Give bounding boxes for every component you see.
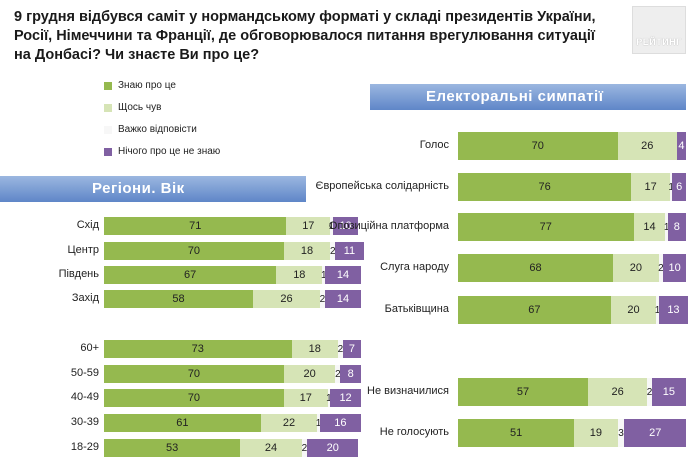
logo-text: РЕЙТИНГ (636, 37, 682, 47)
regions-age-title-banner: Регіони. Вік (0, 176, 306, 202)
bar-segment: 4 (676, 132, 686, 160)
bar-segment: 70 (104, 242, 284, 260)
bar-segment: 2 (302, 439, 307, 457)
bar-segment: 6 (672, 173, 686, 201)
category-label: Опозиційна платформа (328, 220, 449, 232)
bar-segment: 16 (319, 414, 361, 432)
bar-segment: 1 (655, 296, 660, 324)
category-label: 18-29 (70, 441, 99, 453)
bar-segment: 70 (104, 389, 284, 407)
bar-segment: 26 (587, 378, 648, 406)
category-label: Не визначилися (367, 385, 449, 397)
bar-segment: 19 (574, 419, 618, 447)
category-label: 60+ (80, 342, 99, 354)
category-label: 40-49 (70, 391, 99, 403)
bar-segment: 61 (104, 414, 261, 432)
legend-swatch (104, 82, 112, 90)
bar-segment: 18 (291, 340, 338, 358)
bar-segment: 13 (658, 296, 689, 324)
bar-segment: 67 (104, 266, 277, 284)
electoral-title-banner: Електоральні симпатії (370, 84, 686, 110)
bar-segment: 1 (316, 414, 321, 432)
legend-label: Знаю про це (118, 80, 176, 91)
bar-segment: 1 (329, 217, 334, 235)
bar-segment: 1 (668, 173, 674, 201)
bar-segment: 11 (335, 242, 364, 260)
legend-item: Знаю про це (104, 78, 324, 94)
bar-segment: 14 (325, 266, 361, 284)
bar-segment: 17 (631, 173, 671, 201)
bar-segment: 10 (332, 217, 359, 235)
legend-item: Нічого про це не знаю (104, 144, 324, 160)
bar-segment: 68 (458, 254, 614, 282)
bar-segment: 8 (667, 213, 686, 241)
bar-segment: 27 (624, 419, 686, 447)
category-label: Південь (58, 268, 99, 280)
bar-segment: 26 (617, 132, 677, 160)
bar-segment: 20 (283, 365, 336, 383)
bar-segment: 17 (286, 217, 331, 235)
category-label: Слуга народу (380, 261, 449, 273)
bar-segment: 71 (104, 217, 287, 235)
legend-swatch (104, 104, 112, 112)
bar-segment: 20 (307, 439, 359, 457)
bar-segment: 73 (104, 340, 292, 358)
bar-segment: 57 (458, 378, 588, 406)
legend-label: Щось чув (118, 102, 162, 113)
category-label: Центр (67, 244, 100, 256)
bar-segment: 10 (663, 254, 686, 282)
category-label: Схід (76, 219, 99, 231)
legend-label: Нічого про це не знаю (118, 146, 221, 157)
bar-segment: 14 (633, 213, 666, 241)
survey-question: 9 грудня відбувся саміт у нормандському … (14, 9, 596, 63)
bar-segment: 53 (104, 439, 241, 457)
category-label: 50-59 (70, 367, 99, 379)
category-label: Батьківщина (384, 303, 449, 315)
category-label: Не голосують (379, 426, 449, 438)
bar-segment: 70 (458, 132, 618, 160)
bar-segment: 18 (283, 242, 331, 260)
bar-segment: 2 (335, 365, 341, 383)
bar-segment: 70 (104, 365, 284, 383)
bar-segment: 18 (276, 266, 323, 284)
category-label: Голос (419, 139, 449, 151)
bar-segment: 12 (330, 389, 361, 407)
category-label: Захід (71, 292, 99, 304)
bar-segment: 7 (343, 340, 361, 358)
bar-segment: 2 (647, 378, 652, 406)
bar-segment: 17 (283, 389, 328, 407)
bar-segment: 2 (330, 242, 336, 260)
bar-segment: 2 (658, 254, 664, 282)
bar-segment: 1 (326, 389, 332, 407)
legend-item: Щось чув (104, 100, 324, 116)
bar-segment: 8 (340, 365, 361, 383)
bar-segment: 67 (458, 296, 611, 324)
bar-segment: 20 (610, 296, 657, 324)
legend-swatch (104, 148, 112, 156)
bar-segment: 24 (240, 439, 302, 457)
electoral-title: Електоральні симпатії (426, 88, 604, 105)
bar-segment: 26 (253, 290, 320, 308)
bar-segment: 22 (260, 414, 318, 432)
bar-segment: 51 (458, 419, 575, 447)
bar-segment: 1 (664, 213, 669, 241)
legend-swatch (104, 126, 112, 134)
bar-segment: 2 (320, 290, 325, 308)
legend-label: Важко відповісти (118, 124, 197, 135)
bar-segment: 3 (617, 419, 625, 447)
regions-age-title: Регіони. Вік (92, 180, 185, 197)
bar-segment: 20 (613, 254, 659, 282)
rating-logo: РЕЙТИНГ (632, 6, 686, 54)
category-label: 30-39 (70, 416, 99, 428)
category-label: Європейська солідарність (315, 180, 449, 192)
bar-segment: 1 (321, 266, 327, 284)
bar-segment: 2 (338, 340, 343, 358)
bar-segment: 14 (325, 290, 361, 308)
bar-segment: 15 (651, 378, 686, 406)
bar-segment: 76 (458, 173, 632, 201)
legend-item: Важко відповісти (104, 122, 324, 138)
bar-segment: 58 (104, 290, 254, 308)
bar-segment: 77 (458, 213, 634, 241)
